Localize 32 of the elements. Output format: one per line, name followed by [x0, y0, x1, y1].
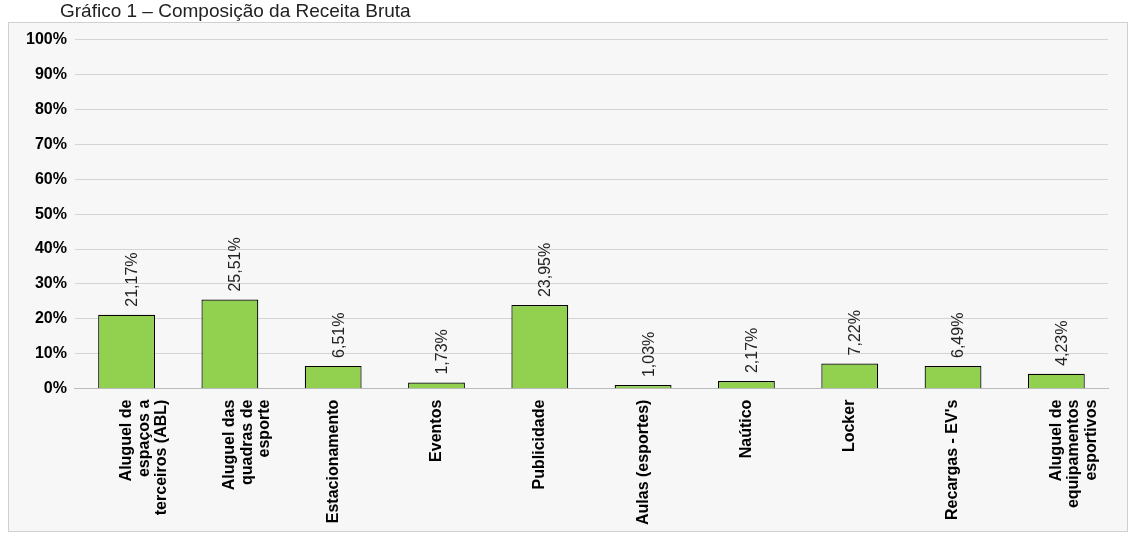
- x-tick-label: Naútico: [736, 399, 754, 459]
- data-label: 7,22%: [846, 310, 864, 356]
- y-tick-label: 30%: [34, 274, 67, 292]
- y-tick-label: 0%: [43, 379, 67, 397]
- y-tick-label: 20%: [34, 309, 67, 327]
- y-tick-label: 50%: [34, 204, 67, 222]
- x-tick-label: Aluguel de equipamentos esportivos: [1046, 399, 1099, 509]
- y-tick-label: 40%: [34, 239, 67, 257]
- x-tick-label: Publicidade: [530, 399, 548, 490]
- data-label: 21,17%: [122, 252, 140, 307]
- x-tick-label: Eventos: [426, 399, 444, 462]
- y-tick-label: 70%: [34, 134, 67, 152]
- data-label: 25,51%: [226, 237, 244, 292]
- x-tick-label: Locker: [840, 399, 858, 453]
- x-tick-label: Recargas - EV's: [943, 399, 961, 520]
- x-tick-label: Estacionamento: [323, 399, 341, 524]
- x-tick-label: Aulas (esportes): [633, 399, 651, 526]
- y-tick-label: 100%: [26, 30, 67, 48]
- y-tick-label: 90%: [34, 64, 67, 82]
- chart-title: Gráfico 1 – Composição da Receita Bruta: [60, 0, 411, 22]
- y-tick-label: 10%: [34, 344, 67, 362]
- data-label: 1,73%: [432, 329, 450, 375]
- data-label: 23,95%: [536, 242, 554, 298]
- data-label: 6,51%: [329, 312, 347, 358]
- data-label: 4,23%: [1052, 320, 1070, 366]
- y-tick-label: 60%: [34, 169, 67, 187]
- y-tick-label: 80%: [34, 99, 67, 117]
- data-label: 1,03%: [639, 331, 657, 378]
- data-label: 2,17%: [742, 327, 760, 374]
- x-tick-label: Aluguel das quadras de esporte: [220, 399, 273, 491]
- x-tick-label: Aluguel de espaços a terceiros (ABL): [116, 399, 170, 516]
- data-label: 6,49%: [949, 312, 967, 358]
